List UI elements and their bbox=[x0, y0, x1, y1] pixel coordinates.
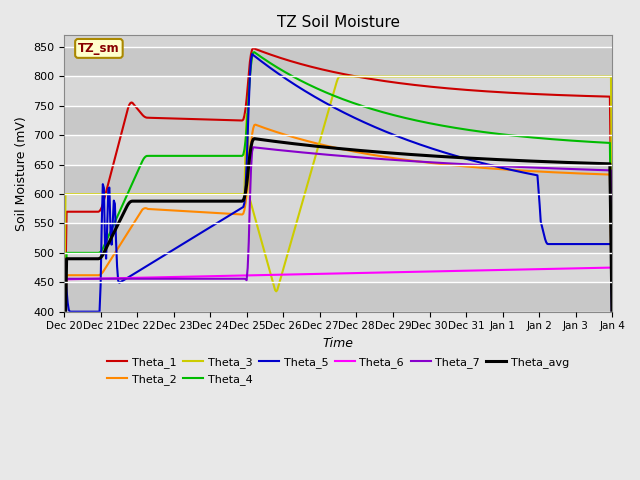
Theta_5 bbox=[248, 51, 256, 57]
Line: Theta_5: Theta_5 bbox=[65, 54, 612, 360]
Theta_7 bbox=[511, 164, 518, 169]
Theta_3 bbox=[61, 309, 68, 314]
Theta_7 bbox=[608, 293, 616, 299]
Theta_2 bbox=[511, 167, 518, 173]
Theta_avg bbox=[250, 136, 258, 142]
Bar bbox=[65, 194, 612, 224]
Bar bbox=[65, 282, 612, 312]
Theta_6 bbox=[61, 276, 68, 282]
Theta_5 bbox=[325, 102, 333, 108]
Bar bbox=[65, 253, 612, 282]
Theta_1 bbox=[325, 68, 333, 74]
Text: TZ_sm: TZ_sm bbox=[78, 42, 120, 55]
Theta_avg bbox=[388, 150, 396, 156]
Title: TZ Soil Moisture: TZ Soil Moisture bbox=[276, 15, 400, 30]
Theta_6 bbox=[357, 270, 365, 276]
Theta_7 bbox=[596, 167, 604, 173]
Line: Theta_2: Theta_2 bbox=[65, 125, 612, 384]
Legend: Theta_1, Theta_2, Theta_3, Theta_4, Theta_5, Theta_6, Theta_7, Theta_avg: Theta_1, Theta_2, Theta_3, Theta_4, Thet… bbox=[103, 353, 573, 389]
Theta_3 bbox=[608, 230, 616, 236]
Theta_7 bbox=[250, 144, 257, 150]
Theta_avg bbox=[325, 144, 333, 150]
Theta_1 bbox=[608, 274, 616, 280]
Theta_4 bbox=[61, 368, 68, 373]
Theta_2 bbox=[358, 150, 365, 156]
Theta_6 bbox=[608, 264, 616, 270]
Line: Theta_1: Theta_1 bbox=[65, 48, 612, 346]
Theta_7 bbox=[325, 152, 333, 158]
Theta_4 bbox=[388, 112, 396, 118]
Theta_4 bbox=[596, 140, 604, 145]
Theta_7 bbox=[358, 155, 365, 160]
Theta_6 bbox=[509, 267, 517, 273]
Theta_3 bbox=[388, 73, 396, 79]
Line: Theta_4: Theta_4 bbox=[65, 52, 612, 371]
Theta_3 bbox=[358, 73, 365, 79]
Theta_2 bbox=[388, 155, 396, 161]
Theta_6 bbox=[387, 269, 394, 275]
Theta_1 bbox=[322, 67, 330, 73]
Theta_4 bbox=[358, 103, 365, 108]
Line: Theta_3: Theta_3 bbox=[65, 76, 612, 312]
Theta_5 bbox=[322, 100, 330, 106]
Bar bbox=[65, 76, 612, 106]
Theta_1 bbox=[511, 90, 518, 96]
Line: Theta_avg: Theta_avg bbox=[65, 139, 612, 374]
Theta_5 bbox=[608, 342, 616, 348]
Theta_6 bbox=[324, 271, 332, 276]
Theta_3 bbox=[596, 73, 604, 79]
Theta_5 bbox=[388, 131, 396, 137]
Theta_4 bbox=[322, 89, 330, 95]
Theta_5 bbox=[596, 241, 604, 247]
Theta_5 bbox=[61, 357, 68, 363]
Bar bbox=[65, 224, 612, 253]
Theta_avg bbox=[596, 161, 604, 167]
Theta_avg bbox=[608, 314, 616, 320]
Theta_4 bbox=[325, 91, 333, 96]
Line: Theta_7: Theta_7 bbox=[65, 147, 612, 368]
Theta_avg bbox=[511, 157, 518, 163]
Theta_1 bbox=[250, 45, 257, 51]
Theta_2 bbox=[322, 143, 330, 148]
Theta_2 bbox=[61, 381, 68, 387]
Theta_7 bbox=[322, 152, 330, 157]
Theta_2 bbox=[325, 144, 333, 149]
Bar bbox=[65, 165, 612, 194]
X-axis label: Time: Time bbox=[323, 337, 354, 350]
Theta_avg bbox=[358, 148, 365, 154]
Theta_2 bbox=[608, 321, 616, 326]
Theta_4 bbox=[608, 301, 616, 307]
Theta_3 bbox=[321, 122, 328, 128]
Theta_4 bbox=[250, 49, 258, 55]
Theta_1 bbox=[596, 94, 604, 99]
Theta_1 bbox=[358, 74, 365, 80]
Theta_7 bbox=[388, 157, 396, 163]
Bar bbox=[65, 106, 612, 135]
Theta_5 bbox=[358, 119, 365, 124]
Theta_3 bbox=[324, 110, 332, 116]
Theta_6 bbox=[321, 271, 328, 276]
Theta_1 bbox=[61, 343, 68, 348]
Bar bbox=[65, 135, 612, 165]
Theta_7 bbox=[61, 365, 68, 371]
Theta_3 bbox=[336, 73, 344, 79]
Bar bbox=[65, 47, 612, 76]
Theta_1 bbox=[388, 79, 396, 85]
Theta_2 bbox=[596, 171, 604, 177]
Theta_6 bbox=[595, 265, 603, 271]
Theta_2 bbox=[252, 122, 259, 128]
Theta_3 bbox=[511, 73, 518, 79]
Theta_avg bbox=[61, 371, 68, 377]
Theta_4 bbox=[511, 133, 518, 139]
Line: Theta_6: Theta_6 bbox=[65, 267, 612, 279]
Theta_5 bbox=[511, 168, 518, 173]
Theta_avg bbox=[322, 144, 330, 150]
Y-axis label: Soil Moisture (mV): Soil Moisture (mV) bbox=[15, 116, 28, 231]
